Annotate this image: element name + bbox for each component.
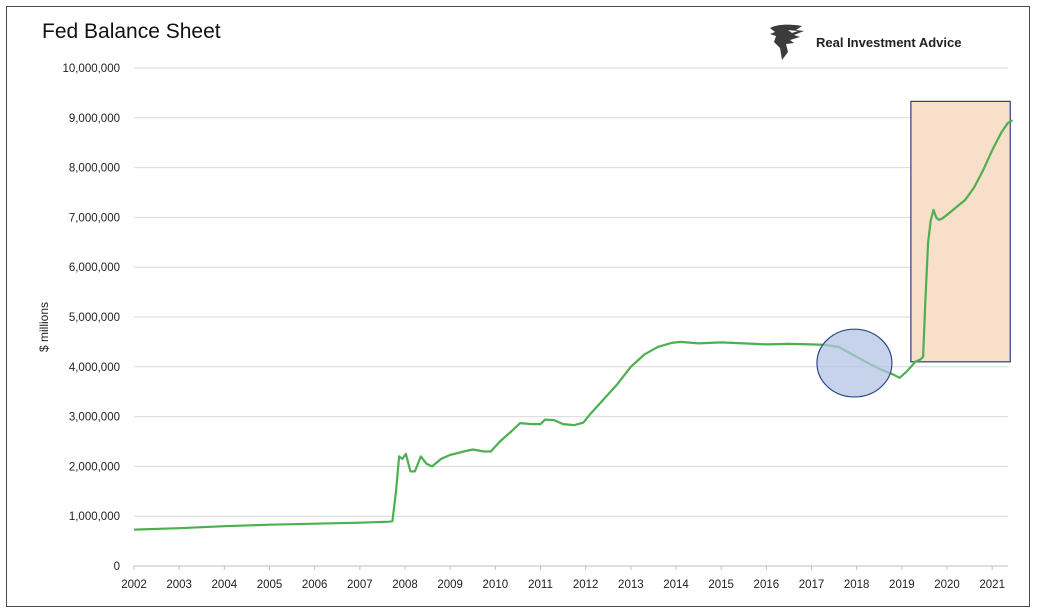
series-group [133, 119, 1014, 531]
y-tick-label: 10,000,000 [62, 63, 120, 75]
y-tick-labels: 0 1,000,000 2,000,000 3,000,000 4,000,000 5,0… [62, 63, 120, 573]
y-tick-label: 6,000,000 [69, 262, 120, 274]
x-tick-label: 2018 [844, 579, 870, 591]
x-tick-label: 2003 [166, 579, 192, 591]
eagle-head-logo-icon [770, 24, 804, 60]
brand-name: Real Investment Advice [816, 34, 962, 50]
highlight-circle-group [816, 328, 893, 398]
x-tick-label: 2008 [392, 579, 418, 591]
y-tick-label: 8,000,000 [69, 163, 120, 175]
x-tick-label: 2020 [934, 579, 960, 591]
highlight-circle [816, 328, 893, 398]
chart-title: Fed Balance Sheet [42, 20, 221, 43]
x-tick-label: 2012 [573, 579, 599, 591]
x-tick-label: 2011 [528, 579, 553, 591]
series-line [133, 119, 1014, 531]
y-tick-label: 4,000,000 [69, 362, 120, 374]
chart-frame [6, 6, 1030, 607]
x-tick-label: 2013 [618, 579, 644, 591]
y-tick-label: 5,000,000 [69, 312, 120, 324]
y-axis-label: $ millions [37, 302, 51, 352]
y-tick-label: 1,000,000 [69, 511, 120, 523]
x-tick-label: 2010 [483, 579, 509, 591]
x-tick-label: 2017 [799, 579, 825, 591]
x-tick-label: 2007 [347, 579, 373, 591]
y-tick-label: 9,000,000 [69, 113, 120, 125]
y-tick-label: 0 [114, 561, 120, 573]
gridlines [134, 67, 1008, 567]
y-tick-label: 7,000,000 [69, 212, 120, 224]
x-tick-label: 2014 [663, 579, 689, 591]
x-tick-label: 2019 [889, 579, 915, 591]
x-tick-label: 2021 [979, 579, 1005, 591]
x-tick-label: 2002 [121, 579, 147, 591]
y-tick-label: 2,000,000 [69, 461, 120, 473]
x-tick-label: 2015 [708, 579, 734, 591]
highlight-box [910, 100, 1011, 363]
x-tick-label: 2016 [754, 579, 780, 591]
x-tick-label: 2004 [212, 579, 238, 591]
brand: Real Investment Advice [768, 22, 961, 62]
highlight-box-group [910, 100, 1011, 363]
x-tick-label: 2006 [302, 579, 328, 591]
x-tick-labels: 2002 2003 2004 2005 2006 2007 2008 2009 2010 2011… [121, 566, 1005, 591]
x-tick-label: 2009 [437, 579, 463, 591]
y-tick-label: 3,000,000 [69, 412, 120, 424]
x-tick-label: 2005 [257, 579, 283, 591]
